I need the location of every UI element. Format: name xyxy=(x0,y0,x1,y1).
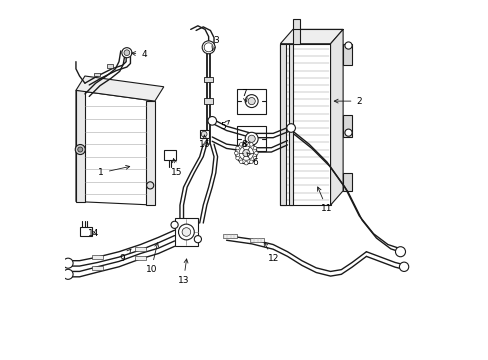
Circle shape xyxy=(239,146,253,160)
Circle shape xyxy=(63,269,73,279)
Text: 9: 9 xyxy=(120,249,131,264)
Polygon shape xyxy=(76,76,163,101)
Polygon shape xyxy=(292,19,300,44)
Circle shape xyxy=(194,235,201,243)
Circle shape xyxy=(235,156,239,160)
Text: 5: 5 xyxy=(220,120,229,131)
Text: 3: 3 xyxy=(211,36,218,50)
Circle shape xyxy=(344,42,351,49)
Text: 7: 7 xyxy=(241,89,247,102)
Circle shape xyxy=(124,50,129,55)
Circle shape xyxy=(202,41,215,54)
Circle shape xyxy=(244,132,258,145)
Circle shape xyxy=(249,143,253,146)
Circle shape xyxy=(247,98,255,105)
Polygon shape xyxy=(343,173,351,191)
Polygon shape xyxy=(145,101,155,205)
Circle shape xyxy=(395,247,405,257)
Polygon shape xyxy=(204,98,212,104)
Text: 6: 6 xyxy=(246,153,258,167)
Circle shape xyxy=(75,144,85,154)
Text: 2: 2 xyxy=(334,96,361,105)
Polygon shape xyxy=(249,238,264,242)
Circle shape xyxy=(249,160,253,163)
Circle shape xyxy=(244,141,247,145)
Circle shape xyxy=(207,117,216,125)
Circle shape xyxy=(253,146,256,150)
Polygon shape xyxy=(343,116,351,137)
Circle shape xyxy=(239,143,243,146)
Text: 13: 13 xyxy=(178,259,189,285)
Circle shape xyxy=(235,146,239,150)
Polygon shape xyxy=(280,30,343,44)
Circle shape xyxy=(78,147,82,152)
Circle shape xyxy=(122,48,132,58)
Polygon shape xyxy=(237,89,265,114)
Polygon shape xyxy=(135,247,146,251)
Circle shape xyxy=(247,135,255,142)
Text: 8: 8 xyxy=(241,140,247,149)
Polygon shape xyxy=(94,73,100,76)
Circle shape xyxy=(235,142,257,164)
Circle shape xyxy=(253,156,256,160)
Circle shape xyxy=(234,151,238,155)
Polygon shape xyxy=(280,44,285,205)
Polygon shape xyxy=(204,77,212,82)
Polygon shape xyxy=(237,126,265,151)
Circle shape xyxy=(146,182,153,189)
Text: 14: 14 xyxy=(88,229,100,238)
Circle shape xyxy=(242,149,249,157)
Polygon shape xyxy=(92,266,103,270)
Polygon shape xyxy=(80,226,92,235)
Circle shape xyxy=(254,151,258,155)
Text: 4: 4 xyxy=(131,50,146,59)
Polygon shape xyxy=(289,44,292,205)
Circle shape xyxy=(286,124,295,132)
Circle shape xyxy=(182,228,190,236)
Text: 1: 1 xyxy=(98,165,129,177)
Polygon shape xyxy=(76,90,155,205)
Polygon shape xyxy=(92,255,103,259)
Polygon shape xyxy=(106,64,112,68)
Circle shape xyxy=(178,224,194,240)
Circle shape xyxy=(171,221,178,228)
Text: 10: 10 xyxy=(145,243,158,274)
Polygon shape xyxy=(174,218,198,246)
Circle shape xyxy=(239,160,243,163)
Polygon shape xyxy=(135,256,146,260)
Text: 11: 11 xyxy=(317,187,332,213)
Text: 15: 15 xyxy=(170,158,182,177)
Text: 16: 16 xyxy=(199,135,210,149)
Circle shape xyxy=(244,161,247,165)
Polygon shape xyxy=(199,130,208,138)
Polygon shape xyxy=(280,44,330,205)
Polygon shape xyxy=(163,149,176,160)
Polygon shape xyxy=(343,44,351,65)
Circle shape xyxy=(63,258,73,268)
Text: 12: 12 xyxy=(264,242,278,264)
Polygon shape xyxy=(76,90,85,202)
Circle shape xyxy=(244,95,258,108)
Circle shape xyxy=(344,129,351,136)
Polygon shape xyxy=(330,30,343,205)
Circle shape xyxy=(201,131,206,137)
Circle shape xyxy=(399,262,408,271)
Polygon shape xyxy=(223,234,237,238)
